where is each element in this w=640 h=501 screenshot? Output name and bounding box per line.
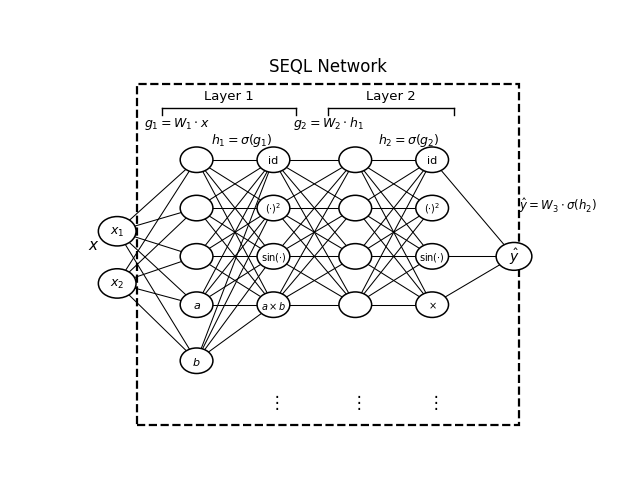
Text: $(\cdot)^2$: $(\cdot)^2$ [424,201,440,216]
Circle shape [180,196,213,221]
Text: $\vdots$: $\vdots$ [349,392,361,411]
Circle shape [416,196,449,221]
Circle shape [496,243,532,271]
Text: $\vdots$: $\vdots$ [427,392,438,411]
Text: $\hat{y}$: $\hat{y}$ [509,247,519,267]
Text: $\vdots$: $\vdots$ [268,392,279,411]
Circle shape [180,293,213,318]
Circle shape [257,148,290,173]
Circle shape [416,244,449,270]
Circle shape [339,293,372,318]
Circle shape [416,148,449,173]
Text: $g_1 = W_1 \cdot x$: $g_1 = W_1 \cdot x$ [145,116,211,131]
Text: $\sin(\cdot)$: $\sin(\cdot)$ [260,250,286,264]
Text: SEQL Network: SEQL Network [269,58,387,76]
Text: $h_1 = \sigma(g_1)$: $h_1 = \sigma(g_1)$ [211,132,273,149]
Circle shape [257,196,290,221]
Circle shape [99,217,136,246]
Circle shape [257,244,290,270]
Text: id: id [427,155,437,165]
Circle shape [257,293,290,318]
Text: $a$: $a$ [193,300,200,310]
Circle shape [416,293,449,318]
Text: $x_1$: $x_1$ [110,225,124,238]
Text: $a \times b$: $a \times b$ [260,299,286,311]
Circle shape [180,148,213,173]
Circle shape [339,196,372,221]
Circle shape [339,244,372,270]
Text: Layer 1: Layer 1 [204,90,253,103]
Text: $g_2 = W_2 \cdot h_1$: $g_2 = W_2 \cdot h_1$ [293,115,364,131]
Text: $b$: $b$ [192,355,201,367]
Circle shape [180,348,213,374]
Text: $h_2 = \sigma(g_2)$: $h_2 = \sigma(g_2)$ [378,132,439,149]
Text: $\times$: $\times$ [428,300,436,310]
Circle shape [339,148,372,173]
Text: $x$: $x$ [88,238,100,253]
Text: Layer 2: Layer 2 [366,90,416,103]
Text: $(\cdot)^2$: $(\cdot)^2$ [265,201,282,216]
Circle shape [180,244,213,270]
Text: $x_2$: $x_2$ [110,278,124,291]
Text: $\sin(\cdot)$: $\sin(\cdot)$ [419,250,445,264]
Circle shape [99,269,136,299]
Text: id: id [268,155,278,165]
Text: $\hat{y} = W_3 \cdot \sigma(h_2)$: $\hat{y} = W_3 \cdot \sigma(h_2)$ [519,195,597,214]
